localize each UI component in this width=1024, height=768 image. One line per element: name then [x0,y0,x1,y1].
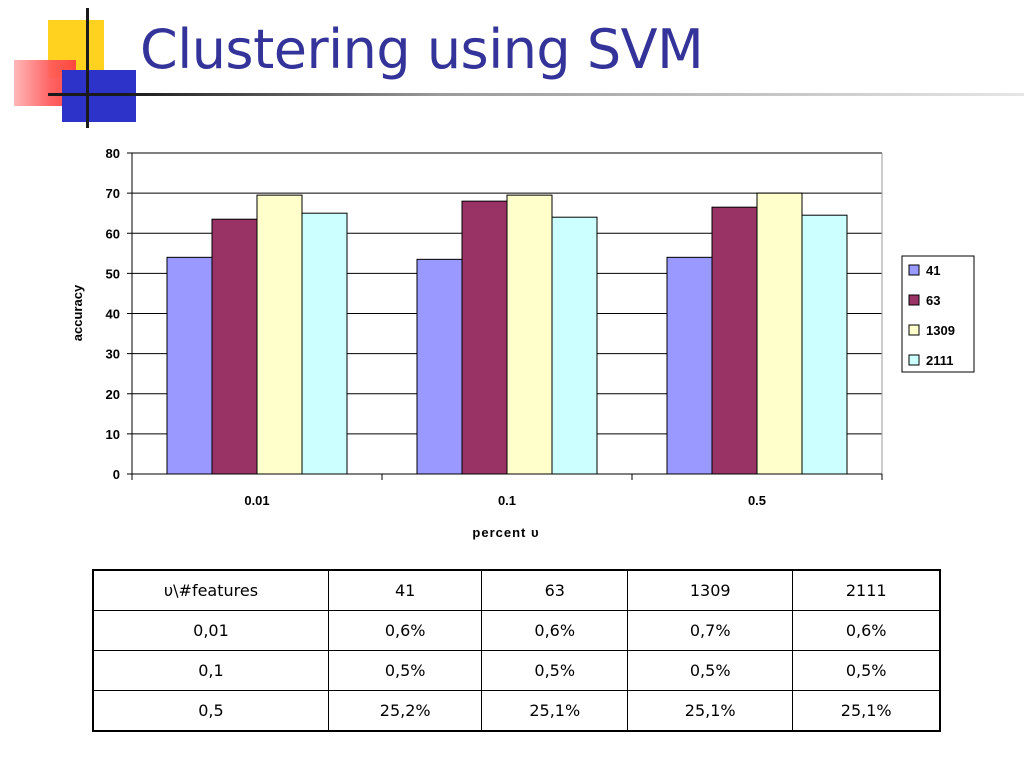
table-header-cell: 2111 [792,569,941,611]
table-header-cell: 41 [327,569,483,611]
y-tick-label: 60 [106,226,120,241]
y-tick-label: 80 [106,146,120,161]
bar [301,212,348,475]
decor-vertical-line [86,8,89,128]
legend-label: 2111 [926,353,954,368]
slide-title: Clustering using SVM [140,18,704,81]
legend-label: 41 [926,263,940,278]
bar-chart: 0 10 20 30 40 50 60 70 80 0.01 0.1 0.5 accuracy per… [70,146,975,540]
table-cell: 0,7% [627,610,794,651]
table-row: 0,01 0,6% 0,6% 0,7% 0,6% [92,610,941,651]
table-header-cell: 1309 [627,569,794,611]
table-cell: 0,5 [92,690,329,732]
legend-swatch [908,264,920,276]
bar [506,194,553,475]
table-cell: 0,6% [792,610,941,651]
decor-blue-square [62,70,136,122]
legend-label: 1309 [926,323,955,338]
bar [711,206,758,475]
y-tick-label: 40 [106,307,120,322]
y-tick-label: 30 [106,347,120,362]
y-tick-label: 50 [106,266,120,281]
y-tick-label: 0 [113,467,120,482]
table-row: 0,1 0,5% 0,5% 0,5% 0,5% [92,650,941,691]
y-tick-label: 70 [106,186,120,201]
table-cell: 25,1% [627,690,794,732]
x-tick-label: 0.1 [498,493,516,508]
table-cell: 0,5% [327,650,483,691]
legend-swatch [908,324,920,336]
bar [551,216,598,475]
table-cell: 25,2% [327,690,483,732]
y-tick-label: 10 [106,427,120,442]
table-row: 0,5 25,2% 25,1% 25,1% 25,1% [92,690,941,732]
x-axis-label: percent υ [472,525,539,540]
y-axis-label: accuracy [70,284,85,341]
table-cell: 0,5% [481,650,629,691]
bars [166,192,848,475]
table-cell: 0,5% [792,650,941,691]
bar [416,258,463,475]
table-header-row: υ\#features 41 63 1309 2111 [92,569,941,611]
bar [211,218,258,475]
x-tick-label: 0.5 [748,493,766,508]
bar [801,214,848,475]
table-cell: 0,6% [481,610,629,651]
table-cell: 0,5% [627,650,794,691]
table-cell: 0,1 [92,650,329,691]
y-tick-label: 20 [106,387,120,402]
axes: 0 10 20 30 40 50 60 70 80 0.01 0.1 0.5 [106,146,883,508]
results-table: υ\#features 41 63 1309 2111 0,01 0,6% 0,6% 0,7% 0… [92,569,941,732]
table-cell: 25,1% [481,690,629,732]
legend-swatch [908,354,920,366]
x-tick-label: 0.01 [244,493,269,508]
legend-swatch [908,294,920,306]
table-cell: 0,01 [92,610,329,651]
decor-horizontal-line [48,93,1024,96]
table-cell: 25,1% [792,690,941,732]
legend-label: 63 [926,293,940,308]
table-header-cell: 63 [481,569,629,611]
bar [166,256,213,475]
bar [756,192,803,475]
bar [256,194,303,475]
legend: 41 63 1309 2111 [901,255,975,373]
table-header-cell: υ\#features [92,569,329,611]
table-cell: 0,6% [327,610,483,651]
bar [666,256,713,475]
bar [461,200,508,475]
